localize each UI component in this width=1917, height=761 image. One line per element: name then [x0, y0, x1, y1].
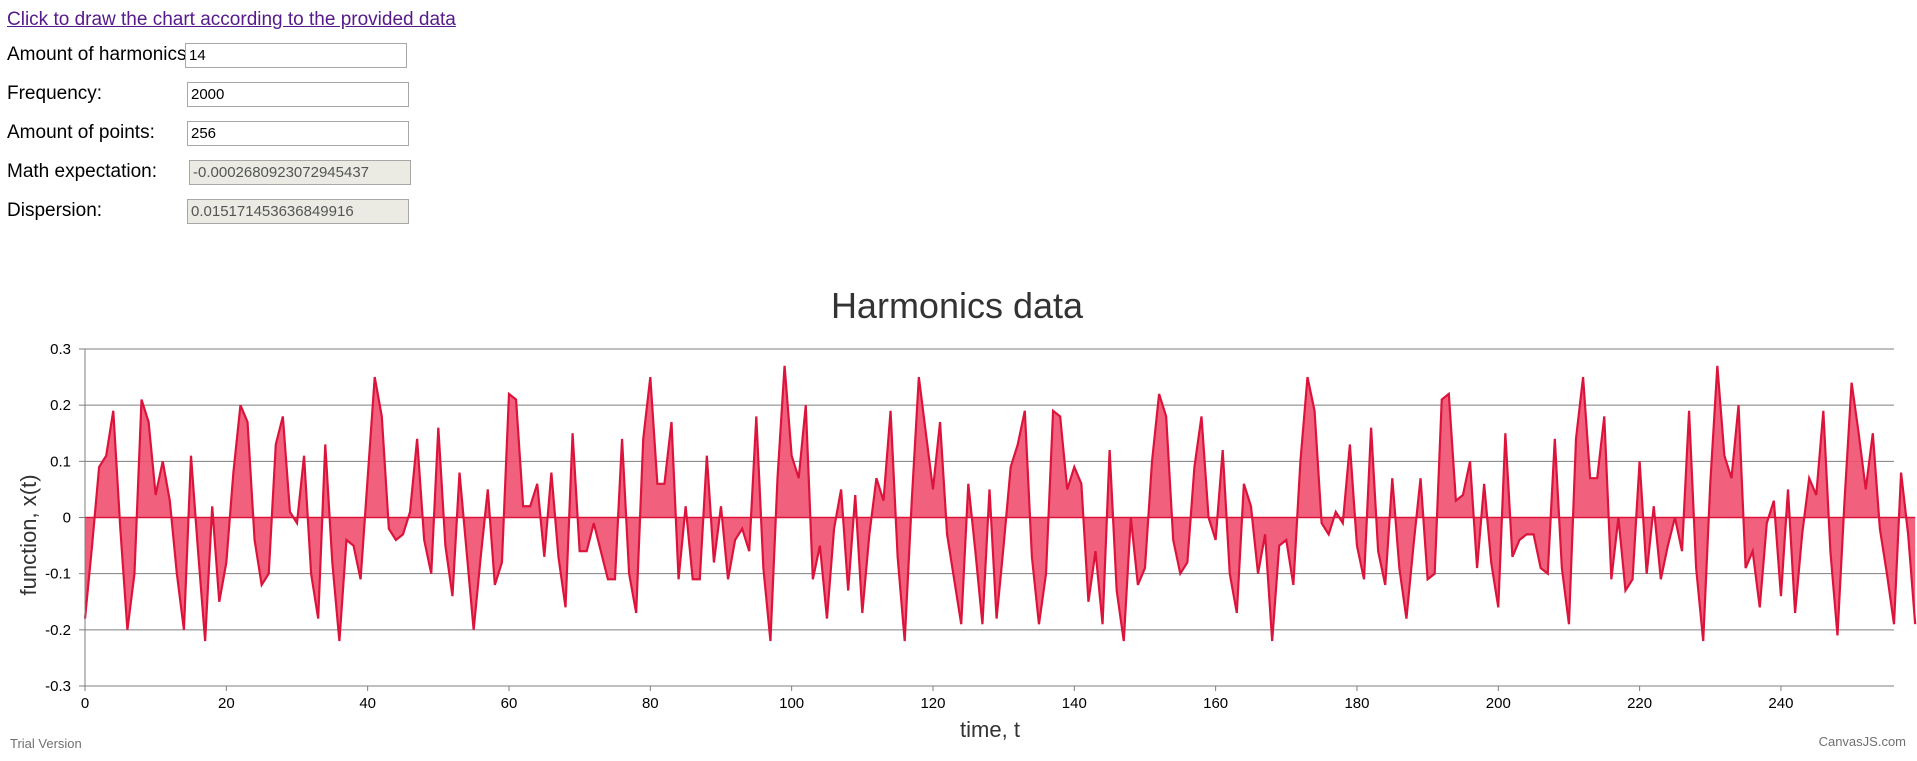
x-tick-label: 120 — [920, 695, 945, 712]
series-area — [85, 365, 1916, 642]
x-tick-label: 160 — [1203, 695, 1228, 712]
x-tick-label: 140 — [1062, 695, 1087, 712]
x-tick-label: 20 — [218, 695, 235, 712]
x-tick-label: 100 — [779, 695, 804, 712]
canvasjs-credit[interactable]: CanvasJS.com — [1819, 734, 1906, 749]
x-tick-label: 80 — [642, 695, 659, 712]
points-input[interactable] — [187, 121, 409, 146]
dispersion-label: Dispersion: — [7, 200, 103, 221]
x-tick-label: 180 — [1344, 695, 1369, 712]
y-tick-label: 0.3 — [50, 341, 71, 358]
y-tick-label: 0.1 — [50, 453, 71, 470]
x-tick-label: 220 — [1627, 695, 1652, 712]
y-tick-label: 0.2 — [50, 397, 71, 414]
x-tick-label: 60 — [501, 695, 518, 712]
y-tick-label: 0 — [63, 510, 71, 527]
x-tick-label: 240 — [1768, 695, 1793, 712]
series-line — [83, 365, 1917, 642]
y-axis-label: function, x(t) — [16, 474, 41, 595]
chart-title: Harmonics data — [831, 288, 1084, 326]
harmonics-chart: Harmonics data 0.3 0.2 0.1 0 -0.1 -0.2 -0.3 0 20… — [0, 288, 1917, 761]
frequency-input[interactable] — [187, 82, 409, 107]
x-axis-label: time, t — [960, 717, 1020, 742]
dispersion-output — [187, 199, 409, 224]
expectation-label: Math expectation: — [7, 161, 157, 182]
frequency-label: Frequency: — [7, 83, 103, 104]
points-label: Amount of points: — [7, 122, 155, 143]
expectation-output — [189, 160, 411, 185]
trial-version-label: Trial Version — [10, 736, 82, 751]
harmonics-label: Amount of harmonics: — [7, 44, 192, 65]
y-tick-label: -0.1 — [45, 566, 71, 583]
y-tick-label: -0.3 — [45, 678, 71, 695]
x-tick-label: 0 — [81, 695, 89, 712]
draw-chart-link[interactable]: Click to draw the chart according to the… — [7, 9, 456, 30]
harmonics-input[interactable] — [185, 43, 407, 68]
chart-canvas: Harmonics data 0.3 0.2 0.1 0 -0.1 -0.2 -0.3 0 20… — [10, 288, 1917, 751]
y-tick-label: -0.2 — [45, 622, 71, 639]
x-tick-label: 40 — [359, 695, 376, 712]
x-tick-label: 200 — [1486, 695, 1511, 712]
